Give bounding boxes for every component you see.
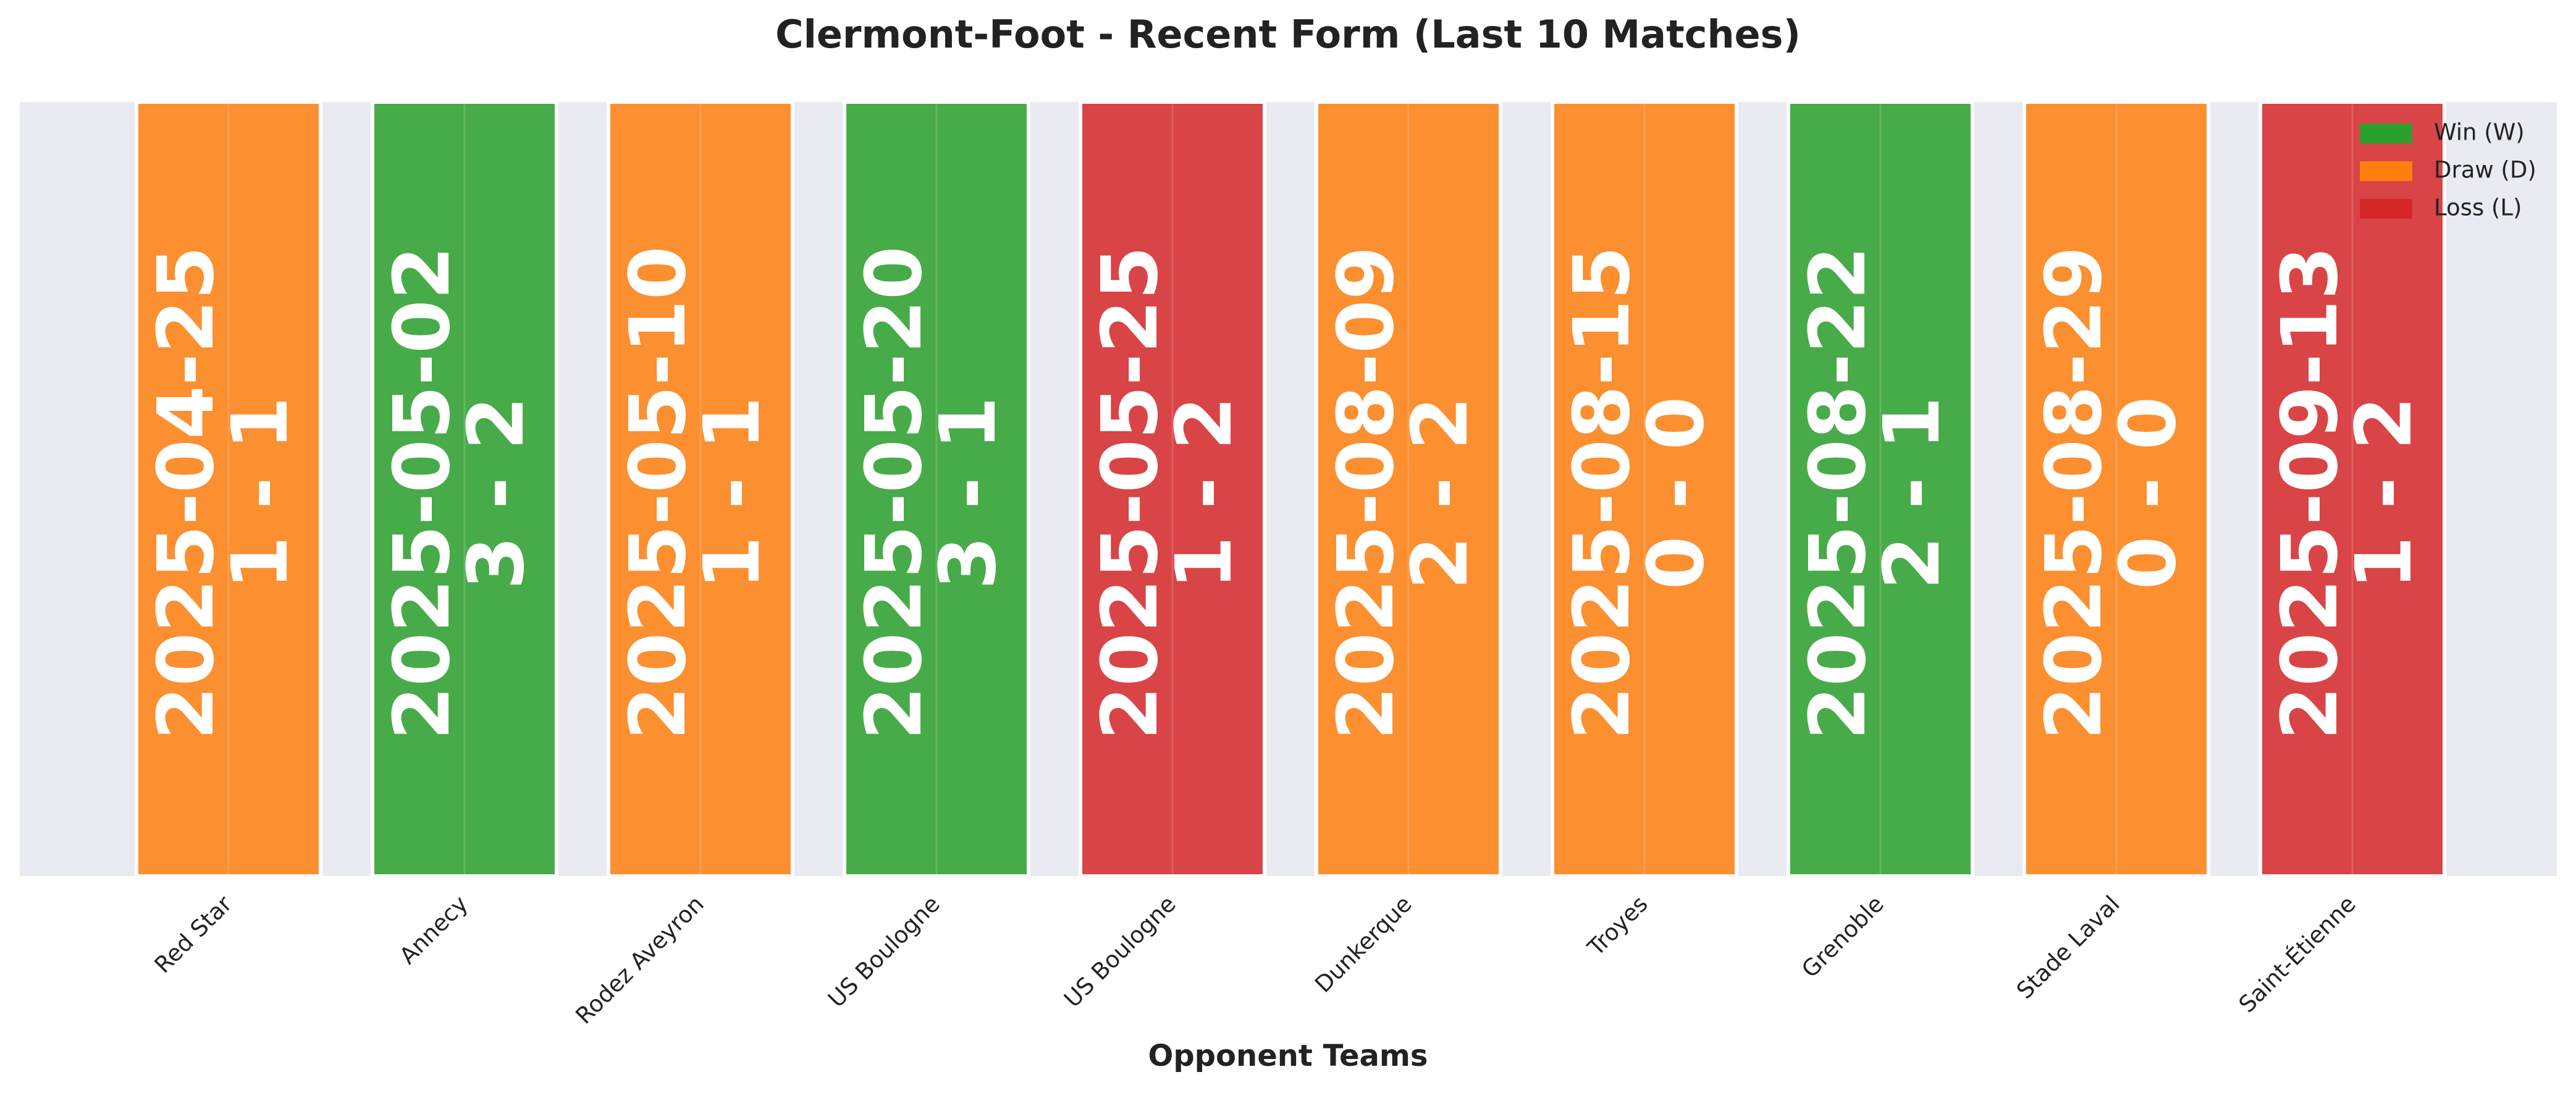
legend-swatch <box>2360 199 2412 219</box>
match-date: 2025-09-13 <box>2265 246 2355 740</box>
bar <box>607 100 794 878</box>
match-score: 3 - 1 <box>924 397 1013 590</box>
x-tick-label: Saint-Étienne <box>2233 890 2361 1018</box>
match-score: 2 - 1 <box>1867 397 1957 590</box>
match-date: 2025-04-25 <box>141 246 231 740</box>
match-score: 0 - 0 <box>1631 397 1721 590</box>
match-date: 2025-08-29 <box>2029 246 2119 740</box>
x-tick-label: Troyes <box>1582 890 1653 961</box>
legend-label: Draw (D) <box>2434 157 2536 184</box>
x-tick-label: Grenoble <box>1796 890 1889 983</box>
bar <box>1315 100 1502 878</box>
chart-title: Clermont-Foot - Recent Form (Last 10 Mat… <box>775 12 1801 57</box>
x-tick-label: US Boulogne <box>1059 890 1181 1013</box>
match-date: 2025-05-20 <box>849 246 939 740</box>
match-score: 1 - 1 <box>688 397 777 590</box>
match-date: 2025-08-09 <box>1321 246 1411 740</box>
match-score: 0 - 0 <box>2103 397 2193 590</box>
match-date: 2025-05-25 <box>1085 246 1175 740</box>
bar <box>135 100 322 878</box>
bar <box>2258 100 2446 878</box>
x-tick-label: Dunkerque <box>1310 890 1417 998</box>
bar <box>1079 100 1266 878</box>
x-tick-label: Red Star <box>149 890 238 979</box>
bar <box>1787 100 1974 878</box>
match-score: 1 - 2 <box>1160 397 1249 590</box>
legend-label: Loss (L) <box>2434 195 2522 221</box>
match-date: 2025-08-22 <box>1793 246 1883 740</box>
match-score: 2 - 2 <box>1395 397 1485 590</box>
x-axis-label: Opponent Teams <box>1148 1039 1428 1073</box>
x-tick-label: Annecy <box>394 890 473 969</box>
match-score: 3 - 2 <box>452 397 541 590</box>
bar <box>2022 100 2210 878</box>
legend-swatch <box>2360 124 2412 143</box>
x-tick-label: Rodez Aveyron <box>570 890 709 1029</box>
x-tick-label: US Boulogne <box>823 890 945 1013</box>
match-score: 1 - 1 <box>216 397 305 590</box>
match-date: 2025-08-15 <box>1557 246 1647 740</box>
bar <box>371 100 558 878</box>
match-date: 2025-05-10 <box>613 246 703 740</box>
bar <box>843 100 1030 878</box>
legend-label: Win (W) <box>2434 119 2525 146</box>
bar <box>1551 100 1738 878</box>
legend-swatch <box>2360 161 2412 181</box>
match-date: 2025-05-02 <box>377 246 467 740</box>
match-score: 1 - 2 <box>2339 397 2429 590</box>
x-tick-label: Stade Laval <box>2011 890 2125 1004</box>
